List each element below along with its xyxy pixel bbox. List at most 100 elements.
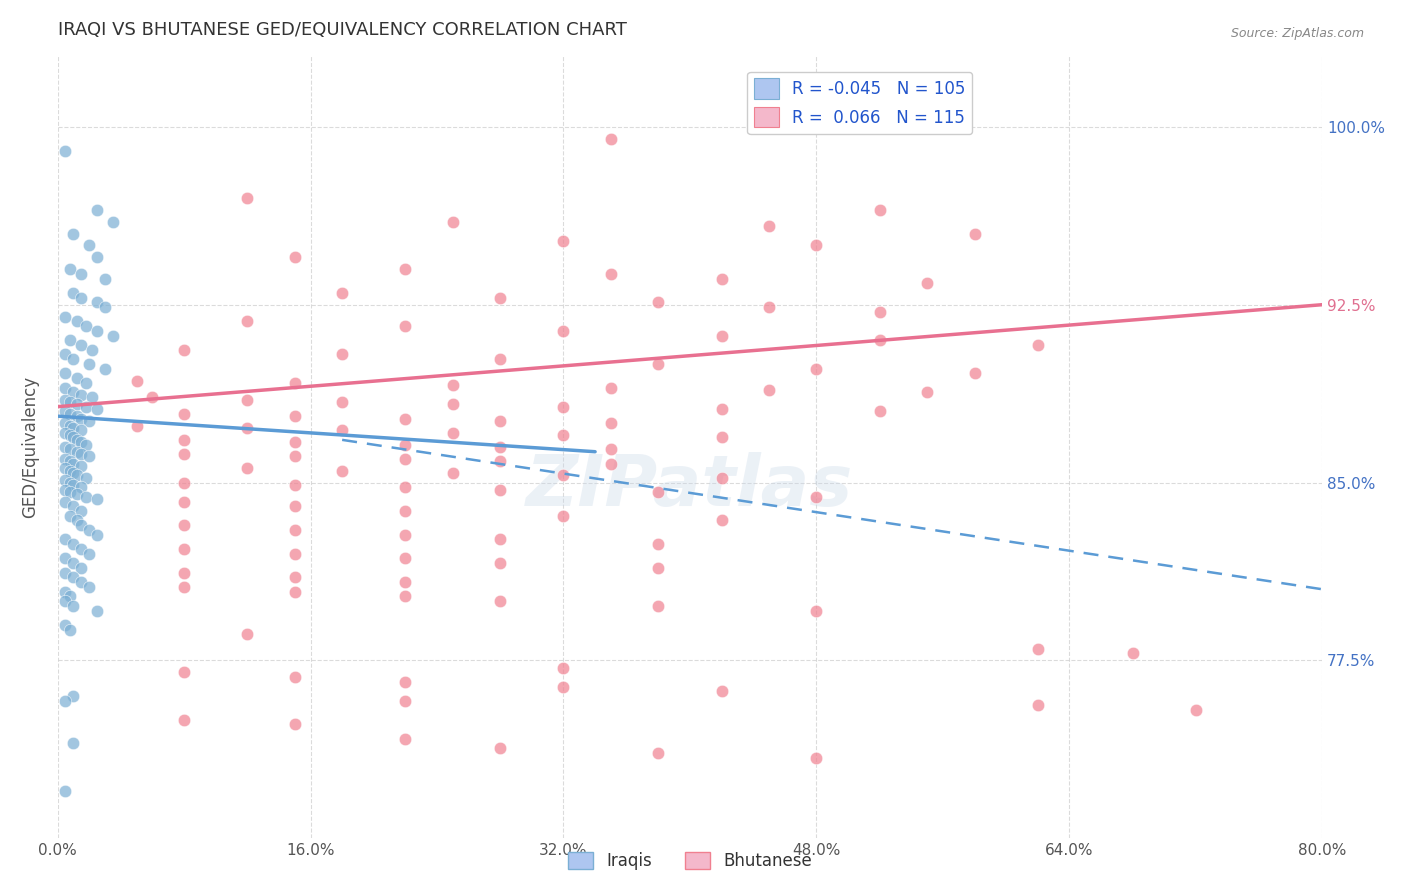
Point: [82, 390, 104, 404]
Point: [86, 527, 108, 541]
Point: [59, 508, 82, 523]
Point: [55, 347, 77, 361]
Point: [94, 361, 117, 376]
Point: [101, 328, 124, 343]
Point: [647, 357, 669, 371]
Point: [62, 466, 84, 480]
Point: [284, 670, 307, 684]
Point: [441, 425, 464, 440]
Point: [55, 533, 77, 547]
Point: [55, 551, 77, 566]
Point: [869, 404, 891, 418]
Point: [553, 660, 575, 674]
Point: [55, 461, 77, 475]
Point: [284, 500, 307, 514]
Point: [284, 547, 307, 561]
Point: [55, 440, 77, 454]
Point: [394, 694, 416, 708]
Point: [489, 483, 512, 497]
Point: [55, 494, 77, 508]
Point: [284, 435, 307, 450]
Point: [710, 684, 733, 698]
Point: [59, 623, 82, 637]
Point: [59, 590, 82, 604]
Point: [62, 352, 84, 367]
Point: [394, 411, 416, 425]
Point: [70, 504, 93, 518]
Point: [101, 215, 124, 229]
Point: [65, 514, 87, 528]
Point: [710, 514, 733, 528]
Point: [284, 570, 307, 584]
Point: [59, 262, 82, 277]
Point: [55, 310, 77, 324]
Point: [647, 599, 669, 613]
Point: [70, 561, 93, 575]
Point: [806, 238, 828, 252]
Point: [647, 295, 669, 310]
Point: [553, 234, 575, 248]
Point: [489, 440, 512, 454]
Point: [553, 428, 575, 442]
Point: [284, 584, 307, 599]
Point: [441, 378, 464, 392]
Point: [62, 478, 84, 492]
Point: [710, 328, 733, 343]
Point: [59, 418, 82, 433]
Point: [75, 319, 97, 334]
Point: [65, 397, 87, 411]
Point: [758, 219, 780, 234]
Point: [173, 433, 195, 447]
Point: [86, 402, 108, 417]
Point: [70, 388, 93, 402]
Point: [394, 731, 416, 746]
Point: [173, 475, 195, 490]
Point: [94, 300, 117, 314]
Text: IRAQI VS BHUTANESE GED/EQUIVALENCY CORRELATION CHART: IRAQI VS BHUTANESE GED/EQUIVALENCY CORRE…: [58, 21, 627, 39]
Point: [647, 537, 669, 551]
Point: [915, 385, 938, 400]
Point: [62, 430, 84, 444]
Point: [70, 541, 93, 556]
Point: [758, 383, 780, 397]
Point: [284, 450, 307, 464]
Point: [284, 376, 307, 390]
Text: Source: ZipAtlas.com: Source: ZipAtlas.com: [1230, 27, 1364, 40]
Point: [1122, 646, 1144, 660]
Point: [77, 238, 100, 252]
Point: [236, 421, 259, 435]
Point: [86, 295, 108, 310]
Text: ZIPatlas: ZIPatlas: [526, 451, 853, 521]
Point: [82, 343, 104, 357]
Point: [647, 561, 669, 575]
Point: [55, 566, 77, 580]
Point: [55, 618, 77, 632]
Point: [236, 191, 259, 205]
Point: [55, 584, 77, 599]
Point: [62, 285, 84, 300]
Point: [963, 227, 986, 241]
Point: [915, 277, 938, 291]
Point: [284, 409, 307, 424]
Point: [963, 367, 986, 381]
Point: [65, 433, 87, 447]
Point: [173, 713, 195, 727]
Point: [65, 409, 87, 424]
Point: [710, 430, 733, 444]
Point: [489, 352, 512, 367]
Point: [55, 392, 77, 407]
Point: [75, 490, 97, 504]
Point: [710, 471, 733, 485]
Point: [59, 442, 82, 457]
Point: [553, 468, 575, 483]
Point: [599, 131, 621, 145]
Point: [59, 333, 82, 347]
Point: [710, 271, 733, 285]
Point: [173, 407, 195, 421]
Point: [55, 425, 77, 440]
Point: [86, 324, 108, 338]
Point: [62, 421, 84, 435]
Point: [173, 580, 195, 594]
Point: [173, 541, 195, 556]
Point: [236, 314, 259, 328]
